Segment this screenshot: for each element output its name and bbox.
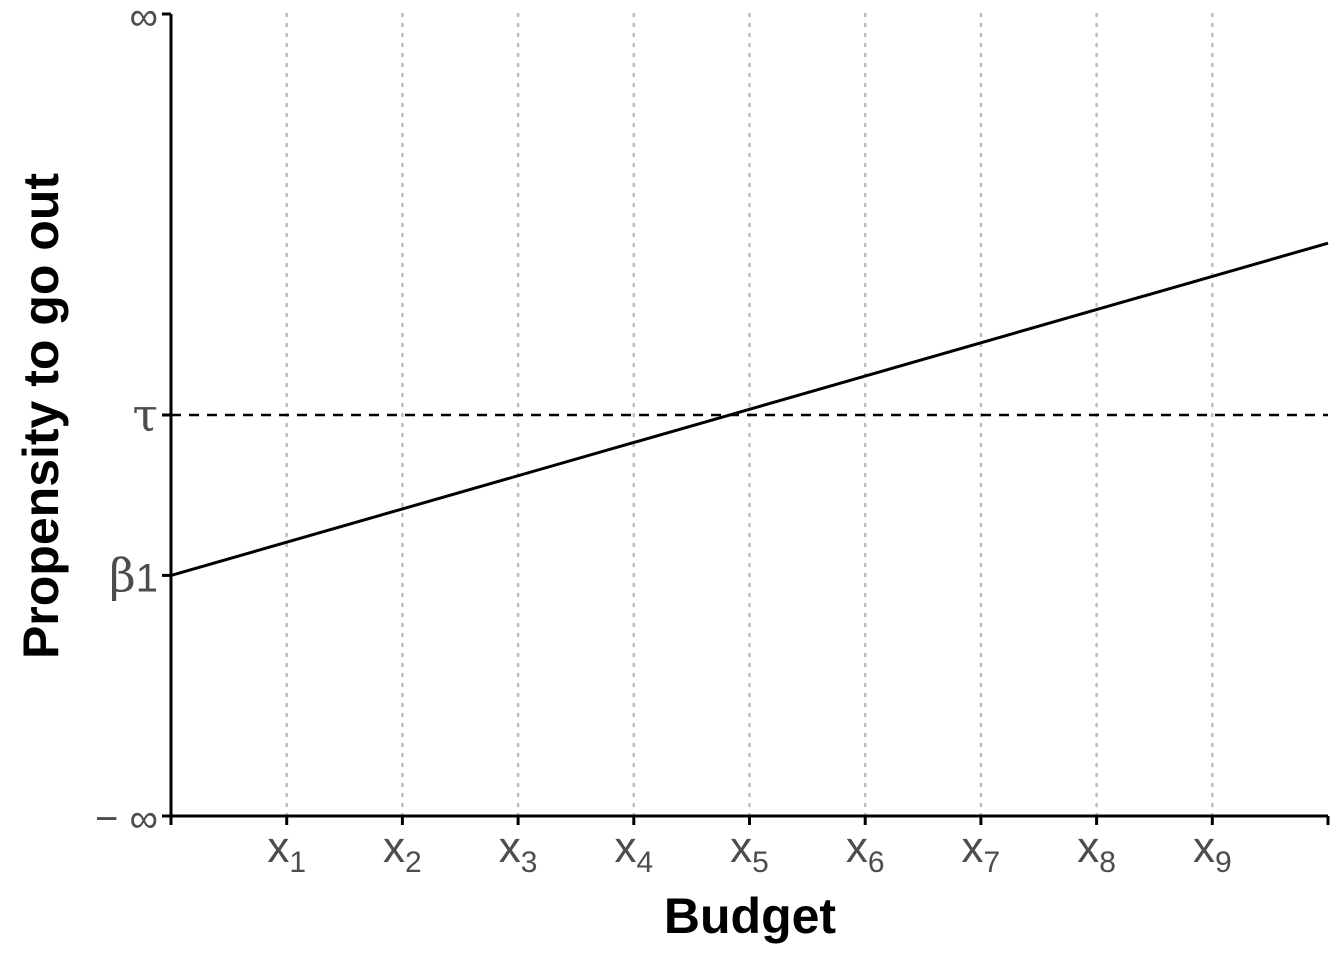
x-tick-label-5: x5 (730, 823, 769, 879)
x-tick-label-8: x8 (1077, 823, 1116, 879)
axes-layer (162, 12, 1330, 825)
x-tick-label-6: x6 (846, 823, 885, 879)
y-axis-title: Propensity to go out (13, 173, 69, 659)
series-line-1 (170, 241, 1329, 577)
x-tick-label-4: x4 (614, 823, 653, 879)
x-tick-label-9: x9 (1193, 823, 1232, 879)
series-layer (170, 241, 1329, 577)
y-tick-label-3: β1 (109, 548, 158, 602)
x-tick-labels: x1 x2 x3 x4 x5 x6 x7 x8 x9 (267, 823, 1231, 879)
y-tick-labels: ∞ τ β1 − ∞ (95, 0, 158, 841)
y-tick-label-1: ∞ (129, 0, 158, 39)
y-tick-label-2: τ (133, 388, 158, 442)
x-tick-label-7: x7 (962, 823, 1001, 879)
x-tick-label-1: x1 (267, 823, 306, 879)
y-tick-label-4: − ∞ (95, 797, 158, 841)
x-axis-title: Budget (664, 888, 837, 944)
x-tick-label-3: x3 (499, 823, 538, 879)
x-tick-label-2: x2 (383, 823, 422, 879)
